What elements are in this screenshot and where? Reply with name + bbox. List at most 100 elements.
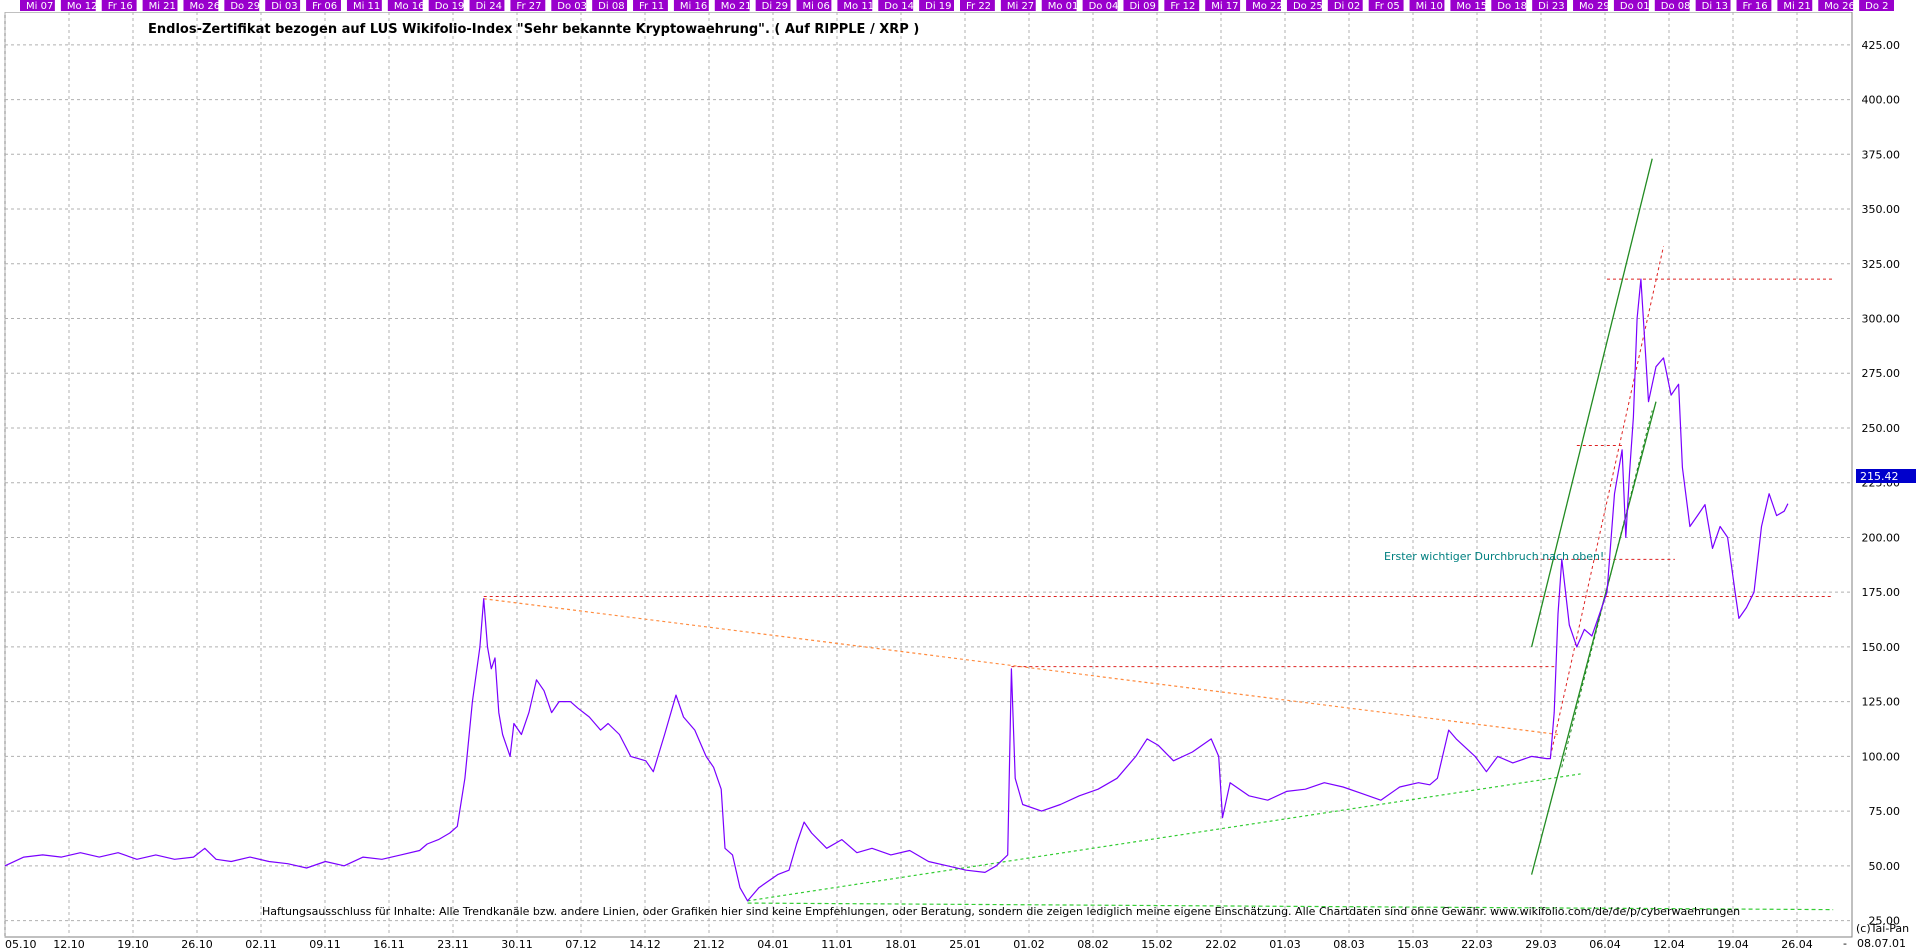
top-day-cell [1246,0,1281,11]
top-day-cell [1164,0,1200,11]
top-day-label: Mo 22 [1252,1,1283,12]
price-series [4,278,1789,902]
top-day-cell [633,0,668,11]
x-tick-label: 14.12 [629,938,661,951]
x-tick-label: 25.01 [949,938,981,951]
y-axis: 25.00 50.00 75.00 100.00 125.00 150.00 175.00 2… [1862,39,1901,928]
x-tick-label: 16.11 [373,938,405,951]
top-day-label: Mo 21 [721,1,752,12]
top-day-cell [673,0,709,11]
x-tick-label: 22.02 [1205,938,1237,951]
y-tick-label: 200.00 [1862,531,1901,544]
top-day-cell [142,0,178,11]
y-tick-label: 100.00 [1862,750,1901,763]
top-day-label: Mi 10 [1416,1,1443,12]
top-day-label: Do 14 [884,1,914,12]
top-day-cell [1000,0,1036,11]
top-day-cell [1859,0,1894,11]
y-tick-label: 300.00 [1862,313,1901,326]
top-day-cell [183,0,219,11]
top-day-cell [960,0,995,11]
top-day-cell [510,0,546,11]
top-day-cell [428,0,464,11]
top-day-cell [1041,0,1077,11]
top-day-label: Do 04 [1089,1,1119,12]
top-day-label: Mi 16 [680,1,707,12]
x-tick-label: 08.02 [1077,938,1109,951]
top-day-cell [224,0,260,11]
top-day-label: Mo 26 [189,1,220,12]
top-day-label: Mi 17 [1211,1,1238,12]
x-tick-label: 08.03 [1333,938,1365,951]
top-day-label: Do 01 [1620,1,1650,12]
top-day-label: Di 09 [1129,1,1155,12]
top-day-label: Di 03 [271,1,297,12]
top-day-cell [1777,0,1813,11]
top-day-cell [837,0,873,11]
y-tick-label: 375.00 [1862,148,1901,161]
top-day-cell [20,0,55,11]
minus-label: - [1843,937,1847,950]
x-tick-label: 12.10 [53,938,85,951]
y-tick-label: 175.00 [1862,586,1901,599]
top-day-cell [101,0,137,11]
trend-line [483,598,1559,736]
x-tick-label: 23.11 [437,938,469,951]
top-day-cell [387,0,423,11]
top-day-label: Do 2 [1865,1,1888,12]
top-day-bar: Mi 07 Mo 12 Fr 16 Mi 21 Mo 26 Do 29 Di 03 Fr 06… [0,0,1916,12]
top-day-cell [755,0,791,11]
x-tick-label: 05.10 [5,938,37,951]
top-day-label: Di 24 [476,1,502,12]
x-tick-label: 19.10 [117,938,149,951]
y-tick-label: 250.00 [1862,422,1901,435]
y-tick-label: 75.00 [1869,805,1901,818]
x-tick-label: 19.04 [1717,938,1749,951]
disclaimer-text: Haftungsausschluss für Inhalte: Alle Tre… [262,905,1740,918]
x-tick-label: 11.01 [821,938,853,951]
grid-lines [4,11,1853,938]
top-day-cell [469,0,505,11]
y-tick-label: 275.00 [1862,367,1901,380]
top-day-cell [1491,0,1527,11]
trend-line [1561,410,1653,768]
top-day-label: Di 19 [925,1,951,12]
x-tick-label: 21.12 [693,938,725,951]
top-day-label: Mi 11 [353,1,380,12]
top-day-label: Mi 27 [1007,1,1034,12]
top-day-cell [878,0,914,11]
top-day-cell [1082,0,1118,11]
top-day-cell [1695,0,1731,11]
series-line [4,278,1789,902]
x-tick-label: 01.02 [1013,938,1045,951]
top-day-cell [1532,0,1568,11]
x-axis: 05.10 12.10 19.10 26.10 02.11 09.11 16.11 23.11… [5,938,1813,951]
last-value-label: 215.42 [1860,470,1899,483]
x-tick-label: 26.10 [181,938,213,951]
last-value-marker: 215.42 [1856,469,1916,483]
x-tick-label: 22.03 [1461,938,1493,951]
top-day-cell [1123,0,1159,11]
x-tick-label: 07.12 [565,938,597,951]
top-day-cell [1286,0,1322,11]
top-day-label: Fr 05 [1375,1,1400,12]
top-day-label: Do 18 [1497,1,1527,12]
top-day-label: Mi 07 [26,1,53,12]
top-day-label: Mi 21 [1783,1,1810,12]
top-day-label: Mo 11 [843,1,874,12]
trend-line [747,902,1834,911]
top-day-label: Di 13 [1702,1,1728,12]
top-day-label: Fr 16 [108,1,133,12]
y-tick-label: 150.00 [1862,641,1901,654]
x-tick-label: 06.04 [1589,938,1621,951]
x-tick-label: 18.01 [885,938,917,951]
x-tick-label: 09.11 [309,938,341,951]
top-day-label: Fr 16 [1743,1,1768,12]
top-day-label: Do 03 [557,1,587,12]
top-day-label: Mo 12 [67,1,98,12]
top-day-label: Do 08 [1661,1,1691,12]
trend-line [747,773,1581,902]
top-day-cell [714,0,750,11]
top-day-cell [265,0,301,11]
